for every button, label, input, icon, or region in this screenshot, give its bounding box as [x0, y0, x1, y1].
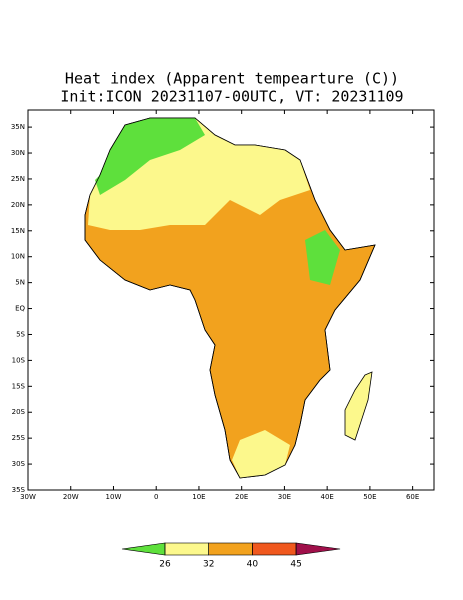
- maghreb-green: [95, 118, 205, 195]
- coastline: [84, 117, 376, 479]
- lat-tick-label: 5S: [16, 330, 25, 338]
- lat-tick-label: 5N: [15, 279, 25, 287]
- madagascar: [344, 371, 373, 441]
- lon-tick-label: 10E: [192, 493, 205, 501]
- colorbar-segment: [164, 542, 210, 556]
- subtitle: Init:ICON 20231107-00UTC, VT: 20231109: [60, 88, 403, 106]
- colorbar: 26 32 40 45: [121, 542, 341, 570]
- colorbar-segment: [208, 542, 253, 556]
- lat-tick-label: 10S: [12, 356, 26, 364]
- lon-tick-label: 30W: [20, 493, 36, 501]
- lat-tick-label: 10N: [11, 253, 25, 261]
- lat-tick-label: EQ: [15, 305, 25, 313]
- lon-tick-label: 30E: [278, 493, 291, 501]
- ethiopia-green: [305, 230, 340, 285]
- colorbar-label: 45: [290, 560, 301, 570]
- lat-tick-label: 35S: [12, 486, 26, 494]
- africa: [84, 117, 376, 479]
- lon-tick-label: 50E: [363, 493, 376, 501]
- colorbar-low: [121, 542, 166, 556]
- lat-tick-label: 25N: [11, 175, 25, 183]
- lon-tick-label: 0: [154, 493, 158, 501]
- lat-tick-label: 35N: [11, 123, 25, 131]
- lat-tick-label: 30N: [11, 149, 25, 157]
- lon-tick-label: 40E: [320, 493, 333, 501]
- lat-tick-label: 20N: [11, 201, 25, 209]
- south-yellow: [232, 430, 290, 478]
- axis-ticks: 35N 30N 25N 20N 15N 10N 5N EQ 5S 10S 15S 20S 25S 30S 3…: [11, 110, 434, 501]
- lat-tick-label: 20S: [12, 408, 26, 416]
- title: Heat index (Apparent tempearture (C)): [65, 70, 399, 88]
- lat-tick-label: 25S: [12, 434, 26, 442]
- lon-tick-label: 20W: [63, 493, 79, 501]
- lat-tick-label: 15N: [11, 227, 25, 235]
- colorbar-label: 26: [159, 560, 171, 570]
- lon-tick-label: 20E: [235, 493, 248, 501]
- lat-tick-label: 15S: [12, 382, 26, 390]
- colorbar-label: 40: [247, 560, 259, 570]
- lat-tick-label: 30S: [12, 460, 26, 468]
- colorbar-label: 32: [203, 560, 214, 570]
- lon-tick-label: 10W: [106, 493, 122, 501]
- lon-tick-label: 60E: [406, 493, 419, 501]
- colorbar-segment: [252, 542, 297, 556]
- colorbar-high: [295, 542, 341, 556]
